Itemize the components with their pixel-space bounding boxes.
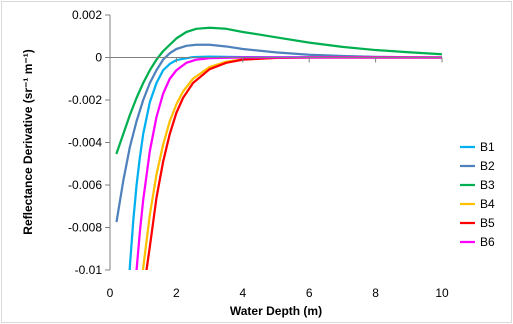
legend-label-b3: B3: [480, 178, 495, 192]
y-tick-label: 0.002: [72, 8, 102, 22]
y-tick-label: -0.008: [68, 221, 102, 235]
x-axis-title: Water Depth (m): [230, 304, 322, 318]
legend-label-b1: B1: [480, 140, 495, 154]
legend-label-b2: B2: [480, 159, 495, 173]
y-tick-label: -0.01: [75, 263, 103, 277]
y-axis-title: Reflectance Derivative (sr⁻¹ m⁻¹): [21, 49, 35, 234]
x-tick-label: 4: [239, 286, 246, 300]
y-tick-label: -0.002: [68, 93, 102, 107]
x-tick-label: 6: [306, 286, 313, 300]
x-tick-label: 10: [435, 286, 449, 300]
x-tick-label: 8: [372, 286, 379, 300]
y-tick-label: -0.004: [68, 136, 102, 150]
axes-layer: 0.002 0 -0.002 -0.004 -0.006 -0.008 -0.01 0 2 4 6 8…: [68, 8, 449, 300]
y-tick-label: -0.006: [68, 178, 102, 192]
legend-label-b6: B6: [480, 235, 495, 249]
series-line-b3: [115, 26, 442, 155]
legend: B1 B2 B3 B4 B5 B6: [460, 140, 495, 249]
series-line-b2: [115, 43, 442, 223]
x-tick-label: 2: [173, 286, 180, 300]
x-tick-label: 0: [107, 286, 114, 300]
y-tick-label: 0: [95, 51, 102, 65]
legend-label-b5: B5: [480, 216, 495, 230]
legend-label-b4: B4: [480, 197, 495, 211]
